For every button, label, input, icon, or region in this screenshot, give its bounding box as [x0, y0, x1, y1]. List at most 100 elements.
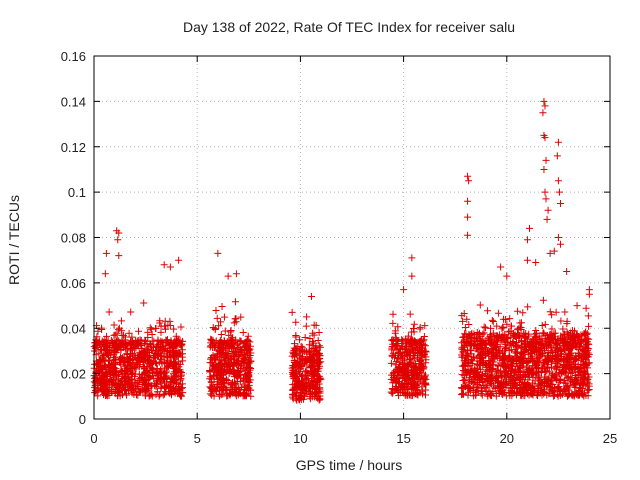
- x-tick-label: 25: [603, 431, 617, 446]
- data-point: [245, 378, 253, 386]
- data-point: [157, 328, 165, 336]
- data-point: [505, 328, 513, 336]
- data-point: [544, 356, 552, 364]
- data-point: [301, 392, 309, 400]
- data-point: [403, 343, 411, 351]
- data-point: [133, 338, 141, 346]
- data-point: [314, 351, 322, 359]
- data-point: [548, 335, 556, 343]
- data-point: [573, 302, 581, 310]
- data-point: [512, 343, 520, 351]
- data-point: [153, 341, 161, 349]
- data-point: [103, 391, 111, 399]
- data-point: [135, 370, 143, 378]
- data-point: [144, 334, 152, 342]
- data-point: [98, 371, 106, 379]
- data-point: [534, 375, 542, 383]
- data-point: [219, 344, 227, 352]
- data-point: [175, 256, 183, 264]
- data-point: [113, 329, 121, 337]
- data-point: [400, 286, 408, 294]
- data-point: [506, 333, 514, 341]
- data-point: [494, 309, 502, 317]
- data-point: [102, 362, 110, 370]
- data-point: [103, 383, 110, 391]
- data-point: [542, 156, 550, 164]
- data-point: [497, 384, 505, 392]
- data-point: [546, 249, 554, 257]
- data-point: [302, 368, 310, 376]
- data-point: [176, 367, 184, 375]
- data-point: [155, 350, 163, 358]
- data-point: [528, 384, 536, 392]
- data-point: [121, 333, 129, 341]
- data-point: [515, 367, 523, 375]
- data-point: [516, 375, 524, 383]
- data-point: [132, 391, 140, 399]
- data-point: [391, 327, 399, 335]
- data-point: [395, 349, 403, 357]
- data-point: [459, 348, 467, 356]
- data-point: [163, 364, 171, 372]
- data-point: [545, 334, 553, 342]
- data-point: [525, 366, 533, 374]
- data-point: [402, 340, 410, 348]
- data-point: [544, 341, 552, 349]
- data-point: [117, 378, 125, 386]
- data-point: [539, 340, 547, 348]
- data-point: [308, 363, 316, 371]
- data-point: [502, 363, 510, 371]
- data-point: [216, 359, 224, 367]
- data-point: [122, 386, 130, 394]
- data-point: [556, 240, 564, 248]
- data-point: [552, 344, 560, 352]
- gridlines: [94, 56, 610, 419]
- data-point: [115, 324, 123, 332]
- data-point: [314, 337, 322, 345]
- data-point: [226, 367, 234, 375]
- data-point: [159, 391, 167, 399]
- data-point: [309, 344, 317, 352]
- data-point: [410, 348, 418, 356]
- data-point: [238, 347, 246, 355]
- data-point: [412, 338, 420, 346]
- data-point: [478, 359, 486, 367]
- data-point: [239, 365, 247, 373]
- data-point: [495, 389, 503, 397]
- data-point: [465, 321, 473, 329]
- data-point: [94, 327, 102, 335]
- data-point: [302, 361, 310, 369]
- data-point: [507, 357, 515, 365]
- data-point: [464, 197, 472, 205]
- data-point: [229, 344, 237, 352]
- data-point: [574, 356, 582, 364]
- data-point: [583, 344, 591, 352]
- data-point: [464, 213, 472, 221]
- data-point: [518, 390, 526, 398]
- data-point: [292, 333, 300, 341]
- data-point: [410, 320, 418, 328]
- data-point: [548, 325, 556, 333]
- data-point: [503, 370, 511, 378]
- data-point: [112, 355, 120, 363]
- data-point: [152, 324, 160, 332]
- data-point: [512, 359, 520, 367]
- data-point: [398, 342, 406, 350]
- data-point: [556, 199, 564, 207]
- data-point: [408, 384, 416, 392]
- data-point: [492, 367, 500, 375]
- data-point: [224, 272, 232, 280]
- data-point: [541, 134, 549, 142]
- data-point: [532, 258, 540, 266]
- y-tick-label: 0.04: [61, 321, 86, 336]
- data-point: [118, 331, 126, 339]
- data-point: [152, 382, 160, 390]
- data-point: [290, 372, 298, 380]
- data-point: [306, 334, 314, 342]
- data-point: [93, 375, 101, 383]
- data-point: [513, 326, 521, 334]
- data-point: [462, 354, 470, 362]
- data-point: [310, 368, 318, 376]
- data-point: [170, 325, 178, 333]
- data-point: [554, 234, 562, 241]
